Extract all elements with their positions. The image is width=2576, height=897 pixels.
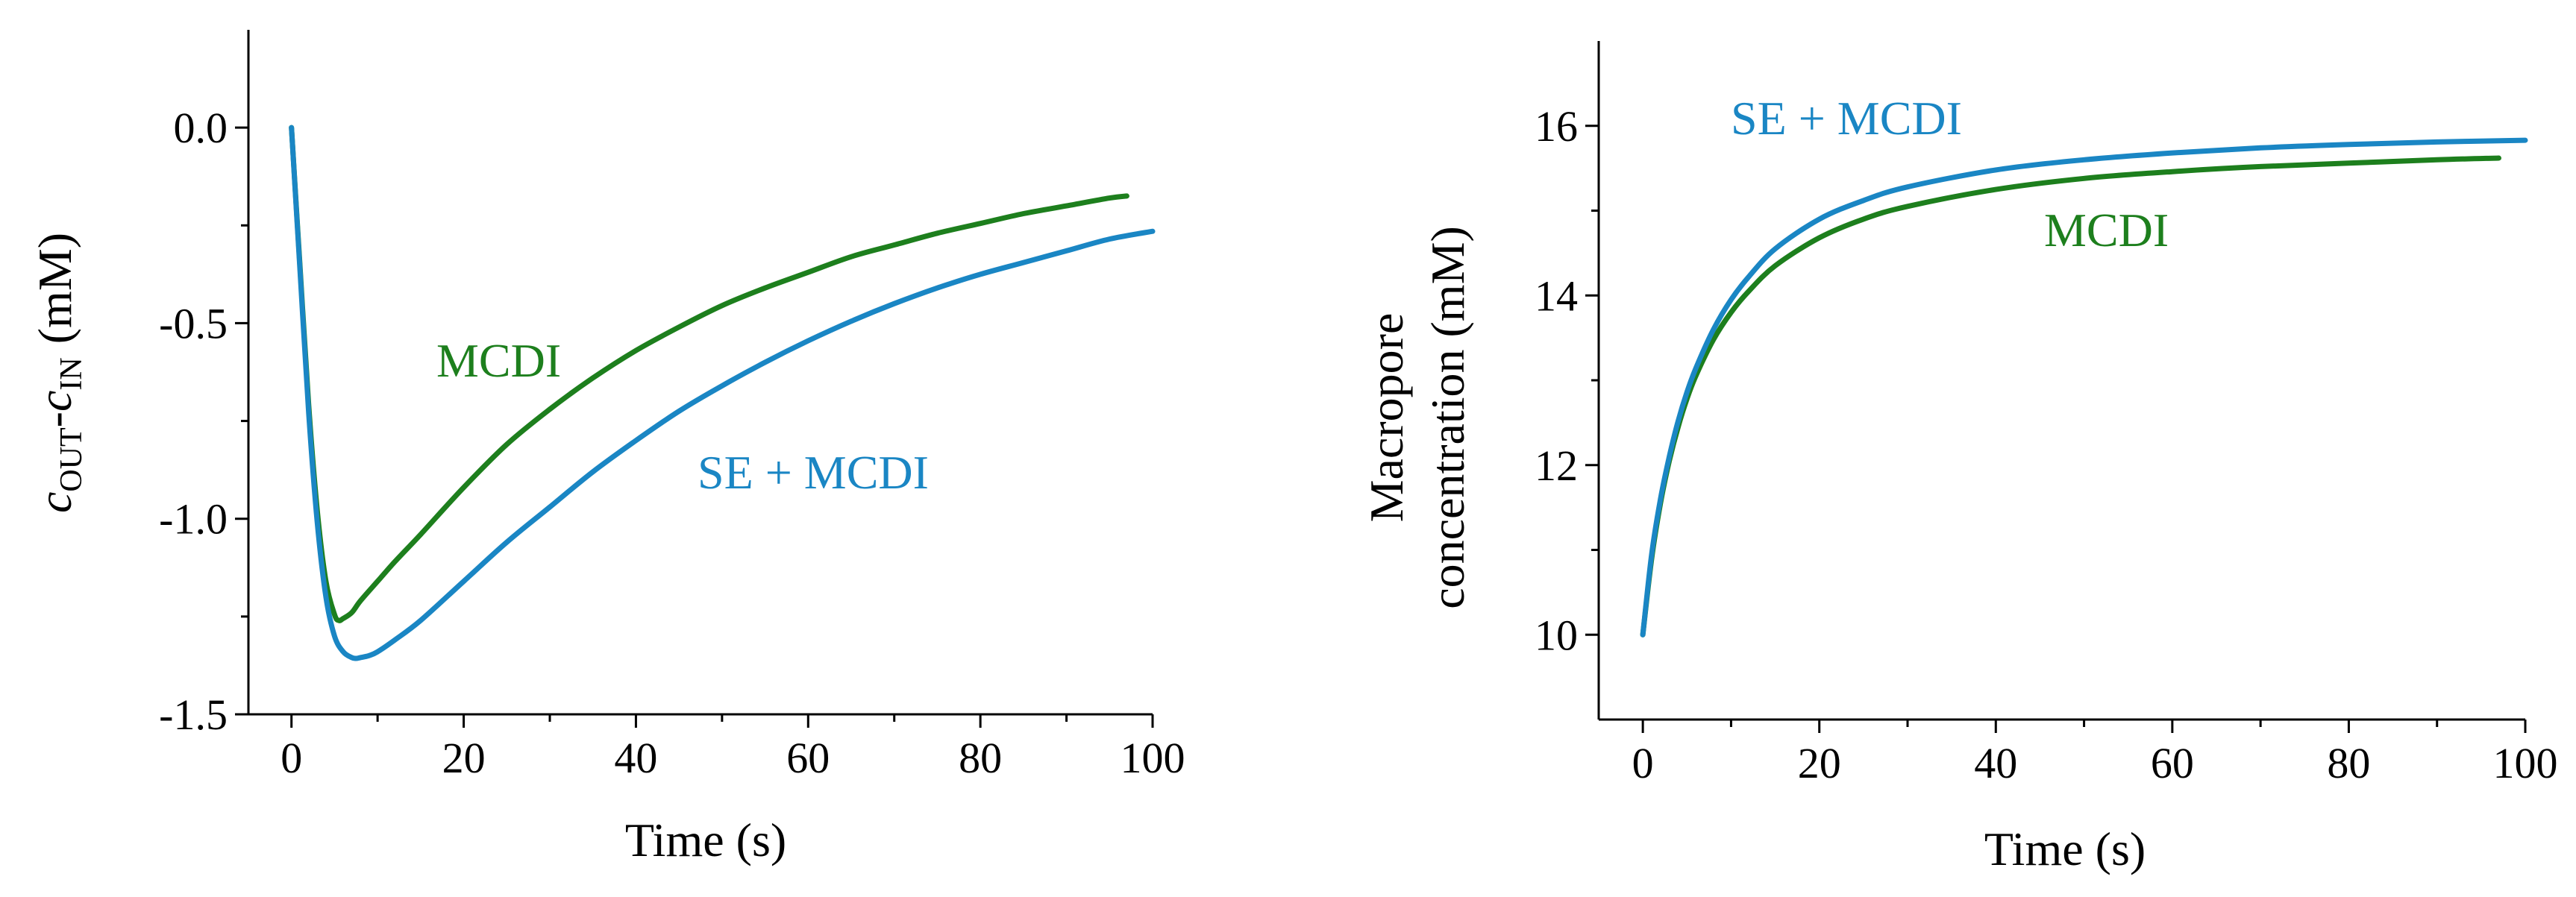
left-x-tick-label: 20: [442, 734, 486, 782]
right-ticks: 0 20 40 60 80 100 10 12 14 16: [1535, 102, 2558, 787]
right-x-axis-title: Time (s): [1984, 822, 2146, 875]
right-y-axis-title-line2: concentration (mM): [1421, 226, 1474, 609]
right-x-tick-label: 100: [2493, 739, 2558, 787]
left-x-tick-label: 80: [959, 734, 1002, 782]
left-y-axis-title: cOUT-cIN(mM): [28, 233, 89, 513]
left-x-axis-title: Time (s): [625, 813, 786, 866]
left-annotation-se-mcdi: SE + MCDI: [698, 446, 929, 499]
left-x-tick-label: 100: [1121, 734, 1185, 782]
right-series-lines: [1640, 137, 2528, 638]
right-y-tick-label: 16: [1535, 102, 1578, 151]
right-x-tick-label: 0: [1632, 739, 1654, 787]
left-series-se-mcdi: [289, 125, 1156, 661]
right-y-tick-label: 12: [1535, 441, 1578, 490]
left-x-tick-label: 60: [786, 734, 830, 782]
right-x-tick-label: 40: [1974, 739, 2017, 787]
left-y-tick-label: -1.5: [159, 690, 228, 739]
left-annotation-mcdi: MCDI: [436, 334, 561, 387]
left-series-mcdi: [289, 125, 1129, 623]
left-y-tick-label: -0.5: [159, 299, 228, 347]
right-x-tick-label: 80: [2327, 739, 2370, 787]
left-x-tick-label: 0: [281, 734, 302, 782]
right-y-tick-label: 10: [1535, 611, 1578, 659]
left-ticks: 0 20 40 60 80 100 0.0 -0.5 -1.0 -1.5: [159, 104, 1185, 782]
right-x-tick-label: 60: [2151, 739, 2194, 787]
left-x-tick-label: 40: [614, 734, 657, 782]
panel-right-chart: 0 20 40 60 80 100 10 12 14 16 Macropore concentra…: [1360, 41, 2558, 875]
right-annotation-mcdi: MCDI: [2044, 204, 2169, 256]
panel-left-chart: 0 20 40 60 80 100 0.0 -0.5 -1.0 -1.5 cOUT-cIN(mM)…: [28, 30, 1185, 866]
right-y-tick-label: 14: [1535, 271, 1578, 320]
right-y-axis-title-line1: Macropore: [1360, 313, 1413, 523]
left-y-tick-label: -1.0: [159, 495, 228, 544]
left-series-lines: [289, 125, 1156, 661]
right-x-tick-label: 20: [1798, 739, 1841, 787]
right-annotation-se-mcdi: SE + MCDI: [1731, 92, 1962, 145]
right-series-se-mcdi: [1640, 137, 2528, 638]
left-y-tick-label: 0.0: [174, 104, 228, 152]
